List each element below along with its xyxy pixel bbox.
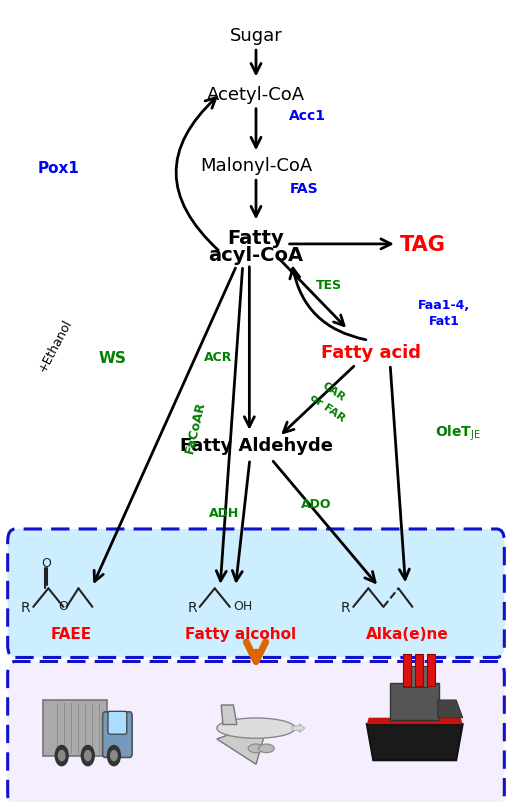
Polygon shape (367, 724, 463, 760)
Text: FAS: FAS (289, 181, 318, 196)
FancyBboxPatch shape (102, 712, 132, 757)
Circle shape (55, 746, 68, 766)
Text: TAG: TAG (399, 235, 445, 254)
Text: CAR: CAR (321, 380, 347, 403)
Polygon shape (217, 728, 266, 764)
Text: Faa1-4,: Faa1-4, (418, 298, 471, 311)
Polygon shape (221, 705, 237, 725)
Circle shape (84, 751, 91, 760)
Text: Fat1: Fat1 (429, 314, 460, 327)
Text: ADO: ADO (301, 497, 332, 510)
Text: OH: OH (233, 599, 252, 612)
Text: TES: TES (316, 278, 342, 291)
Polygon shape (367, 718, 463, 724)
FancyBboxPatch shape (42, 701, 106, 755)
Text: FaCoAR: FaCoAR (183, 399, 208, 454)
FancyBboxPatch shape (108, 711, 127, 735)
Circle shape (58, 751, 65, 760)
Text: FAEE: FAEE (51, 626, 92, 641)
Ellipse shape (217, 718, 295, 739)
Text: Fatty Aldehyde: Fatty Aldehyde (180, 436, 332, 454)
Text: R: R (21, 600, 31, 614)
Text: Acc1: Acc1 (289, 108, 326, 123)
Text: R: R (187, 600, 197, 614)
FancyBboxPatch shape (426, 654, 435, 687)
Polygon shape (438, 700, 463, 718)
Text: ACR: ACR (204, 350, 233, 363)
Text: WS: WS (99, 351, 126, 366)
FancyBboxPatch shape (402, 666, 427, 687)
Text: acyl-CoA: acyl-CoA (208, 245, 304, 265)
Circle shape (81, 746, 94, 766)
Text: O: O (58, 599, 68, 612)
FancyBboxPatch shape (8, 662, 504, 802)
Circle shape (111, 751, 117, 760)
Circle shape (108, 746, 120, 766)
Text: Fatty acid: Fatty acid (321, 344, 421, 362)
Text: O: O (41, 556, 51, 569)
Text: or FAR: or FAR (308, 391, 347, 423)
FancyBboxPatch shape (8, 529, 504, 658)
Text: Sugar: Sugar (229, 27, 283, 45)
Text: ADH: ADH (208, 507, 239, 520)
Text: Fatty: Fatty (228, 229, 284, 248)
Text: Malonyl-CoA: Malonyl-CoA (200, 157, 312, 175)
FancyBboxPatch shape (403, 654, 411, 687)
FancyArrow shape (292, 724, 305, 732)
FancyBboxPatch shape (415, 654, 422, 687)
Text: +Ethanol: +Ethanol (36, 316, 75, 374)
Text: Alka(e)ne: Alka(e)ne (366, 626, 449, 641)
Text: OleT$_{\mathsf{JE}}$: OleT$_{\mathsf{JE}}$ (435, 423, 481, 443)
Text: Pox1: Pox1 (38, 161, 80, 176)
Text: Fatty alcohol: Fatty alcohol (185, 626, 296, 641)
Text: R: R (341, 600, 351, 614)
Ellipse shape (248, 744, 264, 753)
Ellipse shape (259, 744, 274, 753)
Text: Acetyl-CoA: Acetyl-CoA (207, 86, 305, 103)
FancyBboxPatch shape (390, 683, 439, 720)
